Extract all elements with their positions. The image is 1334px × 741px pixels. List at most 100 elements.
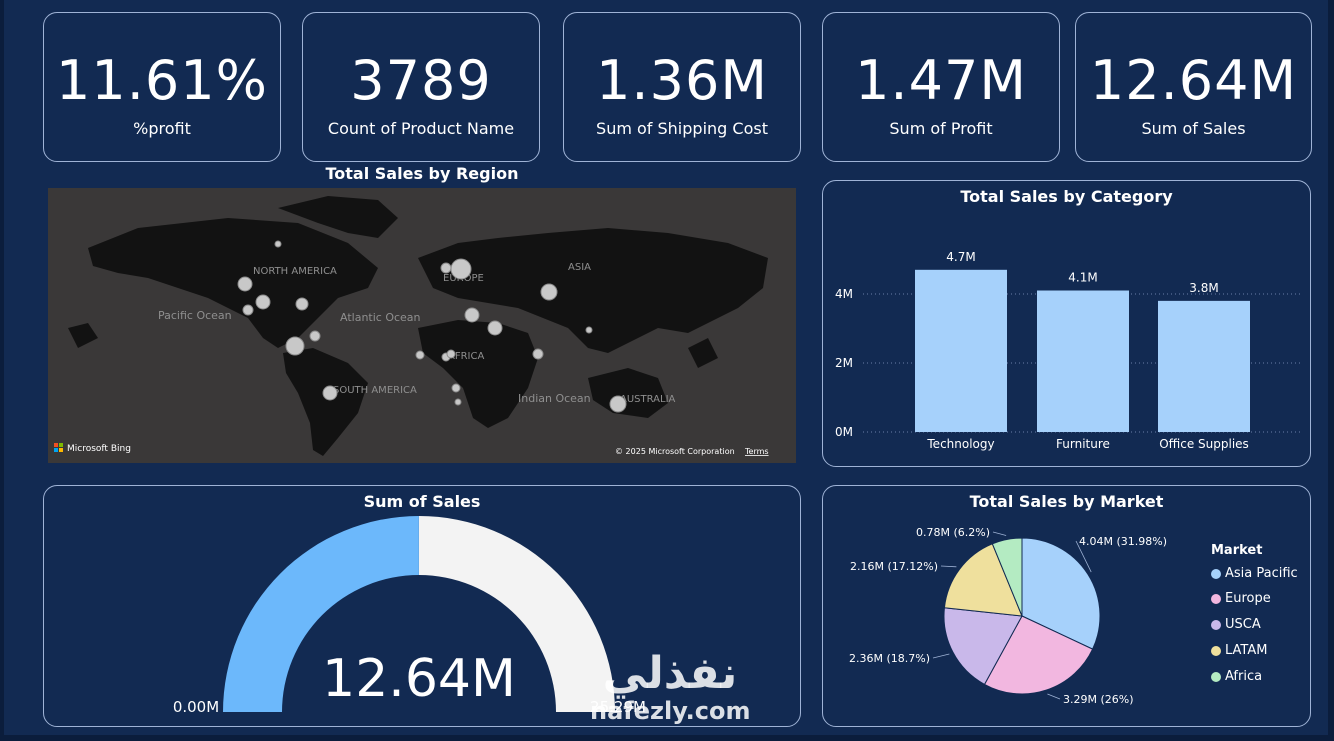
land-masses bbox=[68, 196, 768, 456]
region-bubbles[interactable] bbox=[237, 240, 627, 413]
legend-dot bbox=[1211, 568, 1221, 579]
legend-item-africa[interactable]: Africa bbox=[1211, 669, 1262, 684]
gauge-fill bbox=[223, 516, 419, 712]
legend-title: Market bbox=[1211, 543, 1263, 558]
region-bubble bbox=[309, 330, 321, 342]
pie-slice-africa[interactable] bbox=[991, 537, 1023, 617]
region-bubble bbox=[242, 304, 254, 316]
region-bubble bbox=[255, 294, 271, 310]
region-bubble bbox=[451, 383, 461, 393]
legend-item-europe[interactable]: Europe bbox=[1211, 591, 1271, 606]
kpi-value: 1.36M bbox=[596, 49, 768, 112]
pie-data-label: 0.78M (6.2%) bbox=[916, 526, 990, 539]
label-asia: ASIA bbox=[568, 262, 591, 273]
nafezly-watermark: نفذلي nafezly.com bbox=[590, 648, 751, 725]
kpi-label: Sum of Sales bbox=[1141, 119, 1246, 138]
market-chart-card[interactable]: Total Sales by Market 4.04M (31.98%) 3.29… bbox=[822, 485, 1311, 727]
pie-data-label: 2.36M (18.7%) bbox=[849, 652, 930, 665]
gauge-card[interactable]: Sum of Sales 12.64M 0.00M 25.29M bbox=[43, 485, 801, 727]
pie-slice-usca[interactable] bbox=[943, 607, 1023, 686]
legend-label: LATAM bbox=[1225, 643, 1268, 658]
kpi-value: 1.47M bbox=[855, 49, 1027, 112]
x-category-label: Office Supplies bbox=[1159, 437, 1249, 451]
bing-logo: Microsoft Bing bbox=[54, 443, 131, 454]
sales-region-map[interactable]: NORTH AMERICA EUROPE ASIA AFRICA SOUTH A… bbox=[48, 188, 796, 463]
label-indian: Indian Ocean bbox=[518, 392, 591, 405]
market-pie-chart: 4.04M (31.98%) 3.29M (26%) 2.36M (18.7%) 2.… bbox=[849, 526, 1167, 706]
kpi-label: Sum of Profit bbox=[889, 119, 993, 138]
bar-data-label: 4.1M bbox=[1068, 271, 1097, 285]
region-bubble bbox=[415, 350, 425, 360]
region-bubble bbox=[464, 307, 480, 323]
y-tick-label: 2M bbox=[835, 356, 853, 370]
region-bubble bbox=[609, 395, 627, 413]
gauge-min-label: 0.00M bbox=[173, 698, 219, 716]
map-copyright: © 2025 Microsoft Corporation bbox=[615, 447, 735, 456]
region-bubble bbox=[274, 240, 282, 248]
y-tick-label: 4M bbox=[835, 287, 853, 301]
legend-dot bbox=[1211, 671, 1221, 682]
kpi-card-sales-sum[interactable]: 12.64M Sum of Sales bbox=[1075, 12, 1312, 162]
pie-data-label: 2.16M (17.12%) bbox=[850, 560, 938, 573]
kpi-card-profit-percent[interactable]: 11.61% %profit bbox=[43, 12, 281, 162]
sales-gauge: 12.64M 0.00M 25.29M bbox=[173, 516, 646, 716]
category-chart-card[interactable]: Total Sales by Category 0M 2M 4M 4.7M Techno… bbox=[822, 180, 1311, 467]
bar-technology[interactable] bbox=[915, 269, 1007, 432]
kpi-label: Sum of Shipping Cost bbox=[596, 119, 768, 138]
gauge-value-label: 12.64M bbox=[322, 649, 516, 709]
bar-office-supplies[interactable] bbox=[1158, 300, 1250, 432]
region-bubble bbox=[454, 398, 462, 406]
kpi-value: 11.61% bbox=[56, 49, 268, 112]
legend-label: Europe bbox=[1225, 591, 1271, 606]
pie-slice-asia-pacific[interactable] bbox=[1021, 537, 1101, 650]
region-bubble bbox=[440, 262, 452, 274]
watermark-latin: nafezly.com bbox=[590, 697, 751, 725]
legend-dot bbox=[1211, 593, 1221, 604]
region-bubble bbox=[487, 320, 503, 336]
region-bubble bbox=[540, 283, 558, 301]
region-bubble bbox=[322, 385, 338, 401]
label-north-america: NORTH AMERICA bbox=[253, 266, 337, 277]
region-bubble bbox=[237, 276, 253, 292]
legend-item-asia-pacific[interactable]: Asia Pacific bbox=[1211, 566, 1298, 581]
pie-leader-line bbox=[1047, 693, 1061, 700]
legend-item-usca[interactable]: USCA bbox=[1211, 617, 1261, 632]
world-map-svg: NORTH AMERICA EUROPE ASIA AFRICA SOUTH A… bbox=[54, 196, 769, 456]
label-africa: AFRICA bbox=[448, 351, 484, 362]
kpi-card-profit-sum[interactable]: 1.47M Sum of Profit bbox=[822, 12, 1060, 162]
market-chart-title: Total Sales by Market bbox=[969, 492, 1164, 511]
map-title: Total Sales by Region bbox=[325, 164, 519, 183]
y-tick-label: 0M bbox=[835, 425, 853, 439]
legend-label: Africa bbox=[1225, 669, 1263, 684]
pie-data-label: 3.29M (26%) bbox=[1063, 693, 1134, 706]
pie-data-label: 4.04M (31.98%) bbox=[1079, 535, 1167, 548]
x-category-label: Furniture bbox=[1056, 437, 1110, 451]
label-pacific: Pacific Ocean bbox=[158, 309, 232, 322]
bar-furniture[interactable] bbox=[1037, 290, 1129, 432]
gauge-track bbox=[418, 516, 615, 712]
legend-item-latam[interactable]: LATAM bbox=[1211, 643, 1267, 658]
region-bubble bbox=[450, 258, 472, 280]
region-bubble bbox=[295, 297, 309, 311]
watermark-arabic: نفذلي bbox=[602, 648, 738, 699]
bing-logo-text: Microsoft Bing bbox=[67, 444, 131, 454]
pie-leader-line bbox=[992, 531, 1007, 536]
gauge-max-label: 25.29M bbox=[590, 698, 646, 716]
kpi-label: Count of Product Name bbox=[327, 119, 515, 138]
label-south-america: SOUTH AMERICA bbox=[333, 385, 417, 396]
map-terms-link[interactable]: Terms bbox=[744, 447, 769, 456]
kpi-card-shipping-cost[interactable]: 1.36M Sum of Shipping Cost bbox=[563, 12, 801, 162]
kpi-value: 3789 bbox=[350, 49, 492, 112]
category-chart-title: Total Sales by Category bbox=[960, 187, 1173, 206]
region-bubble bbox=[285, 336, 305, 356]
pie-slice-latam[interactable] bbox=[943, 543, 1023, 617]
pie-leader-line bbox=[932, 653, 950, 659]
gauge-title: Sum of Sales bbox=[363, 492, 481, 511]
legend-dot bbox=[1211, 619, 1221, 630]
legend-dot bbox=[1211, 645, 1221, 656]
label-atlantic: Atlantic Ocean bbox=[340, 311, 421, 324]
region-bubble bbox=[585, 326, 593, 334]
x-category-label: Technology bbox=[926, 437, 994, 451]
kpi-card-product-count[interactable]: 3789 Count of Product Name bbox=[302, 12, 540, 162]
kpi-label: %profit bbox=[133, 119, 191, 138]
